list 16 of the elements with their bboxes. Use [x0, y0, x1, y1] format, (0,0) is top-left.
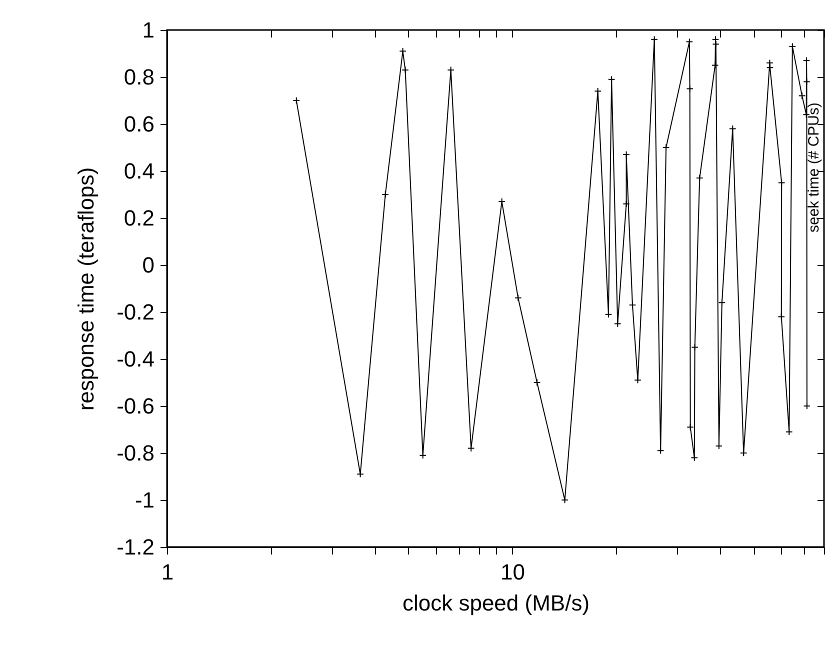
y-tick-label: -0.2 — [116, 300, 154, 324]
y-tick-label: 0.6 — [124, 112, 154, 136]
y-tick-label: -0.8 — [116, 440, 154, 466]
y2-axis-title: seek time (# CPUs) — [806, 102, 822, 233]
y-tick-label: 0.8 — [124, 64, 154, 90]
y-tick-label: 0.4 — [124, 158, 154, 184]
y-tick-label: -0.4 — [116, 346, 154, 372]
y-tick-label: -1.2 — [116, 534, 154, 560]
y-tick-label: -1 — [134, 488, 154, 512]
y-tick-label: -0.6 — [116, 394, 154, 418]
x-tick-label: 10 — [500, 560, 525, 584]
y-axis-title: response time (teraflops) — [74, 167, 99, 411]
x-axis-title: clock speed (MB/s) — [402, 590, 590, 616]
y-tick-label: 1 — [142, 18, 154, 42]
y-tick-label: 0.2 — [124, 206, 154, 230]
y-tick-label: 0 — [142, 252, 154, 278]
